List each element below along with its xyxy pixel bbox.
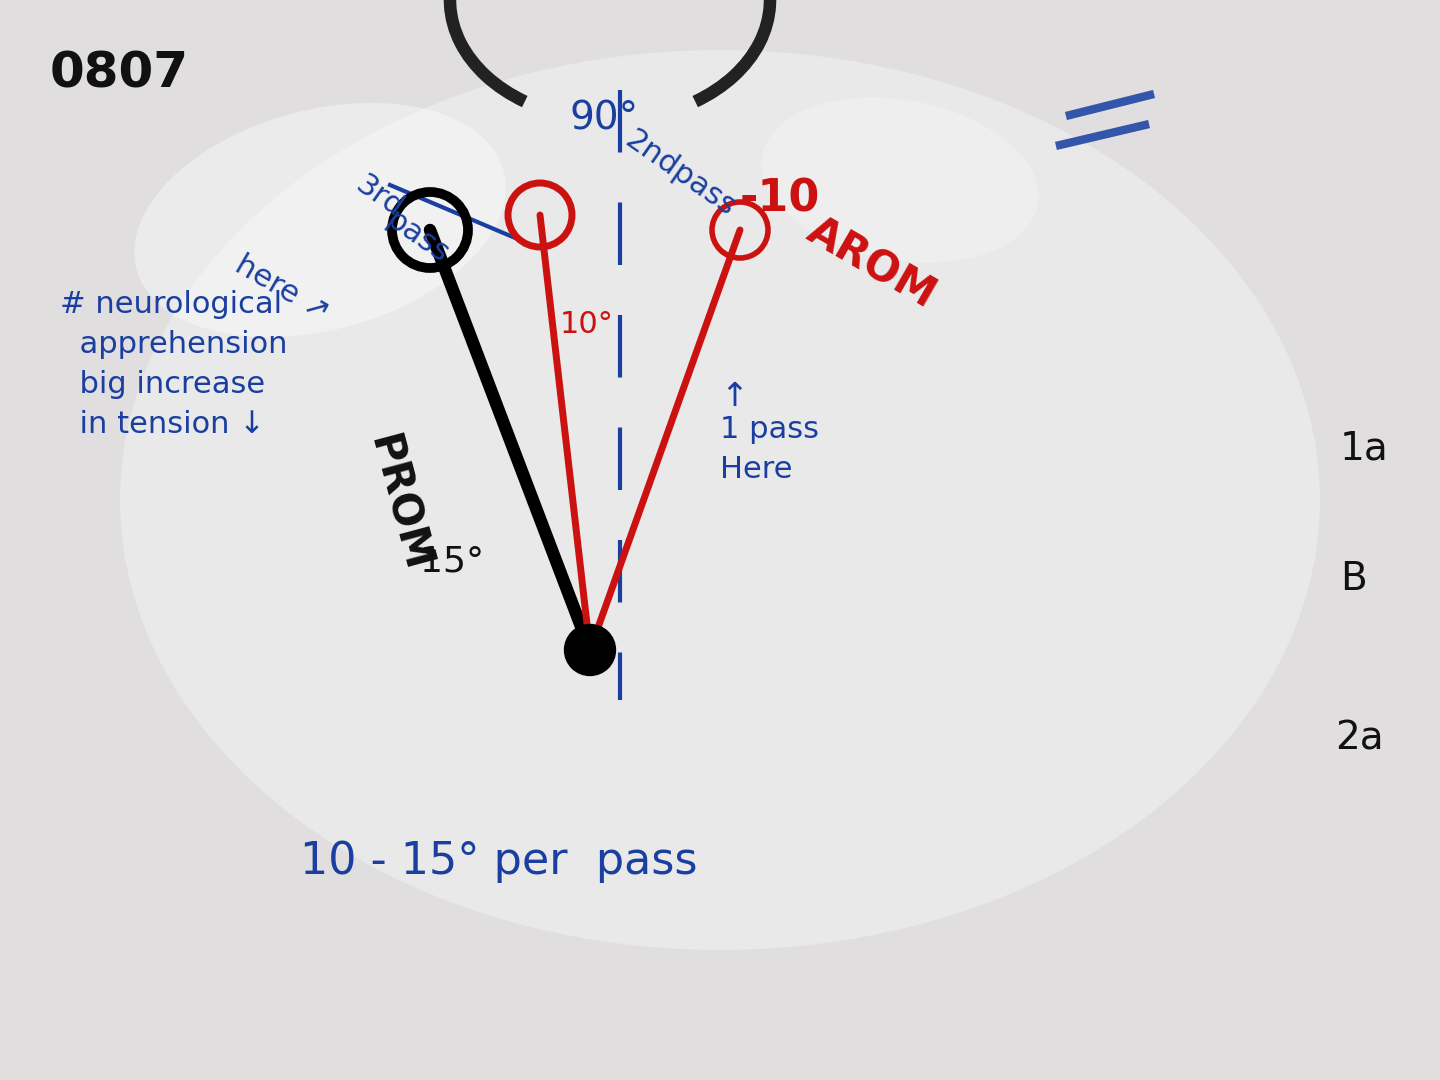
- Text: -10: -10: [740, 178, 821, 221]
- Text: 10°: 10°: [560, 310, 613, 339]
- Text: AROM: AROM: [801, 210, 943, 318]
- Text: ↑: ↑: [720, 380, 747, 413]
- Text: in tension ↓: in tension ↓: [60, 410, 265, 438]
- Ellipse shape: [120, 50, 1320, 950]
- Text: 0807: 0807: [50, 50, 189, 98]
- Text: 2a: 2a: [1335, 720, 1384, 758]
- Circle shape: [567, 627, 612, 672]
- Text: Here: Here: [720, 455, 792, 484]
- Text: PROM: PROM: [360, 430, 436, 576]
- Text: pass: pass: [380, 205, 454, 269]
- Text: 1a: 1a: [1341, 430, 1388, 468]
- Ellipse shape: [762, 97, 1038, 262]
- Text: apprehension: apprehension: [60, 330, 288, 359]
- Text: 15°: 15°: [420, 545, 484, 579]
- Text: big increase: big increase: [60, 370, 265, 399]
- Text: 90°: 90°: [570, 100, 639, 138]
- Ellipse shape: [134, 103, 505, 337]
- Text: # neurological: # neurological: [60, 291, 282, 319]
- Text: 3rd: 3rd: [350, 170, 409, 222]
- Text: 10 - 15° per  pass: 10 - 15° per pass: [300, 840, 697, 883]
- Text: B: B: [1341, 561, 1367, 598]
- Text: 1 pass: 1 pass: [720, 415, 819, 444]
- Text: here ↗: here ↗: [230, 249, 334, 327]
- Text: 2ndpass: 2ndpass: [621, 125, 742, 222]
